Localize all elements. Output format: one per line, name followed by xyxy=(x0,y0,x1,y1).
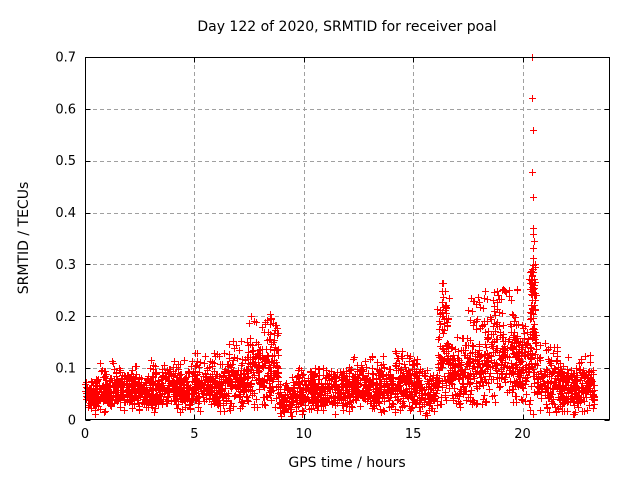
y-tick-label: 0.5 xyxy=(55,154,76,169)
x-tick-label: 5 xyxy=(190,427,198,442)
x-tick-label: 10 xyxy=(295,427,312,442)
y-axis-label: SRMTID / TECUs xyxy=(16,182,32,295)
axis-ticks xyxy=(85,57,610,421)
y-tick-label: 0 xyxy=(68,414,76,429)
x-tick-label: 20 xyxy=(514,427,531,442)
plot-border xyxy=(85,57,610,420)
y-tick-label: 0.1 xyxy=(55,362,76,377)
x-tick-label: 0 xyxy=(81,427,89,442)
y-tick-label: 0.6 xyxy=(55,102,76,117)
x-axis-label: GPS time / hours xyxy=(288,455,405,471)
y-tick-label: 0.3 xyxy=(55,258,76,273)
x-tick-label: 15 xyxy=(405,427,422,442)
data-layer xyxy=(82,54,598,420)
scatter-points xyxy=(82,54,598,420)
y-tick-label: 0.7 xyxy=(55,51,76,66)
tick-label-layer: 0 5 10 15 20 0 0.1 0.2 0.3 0.4 0.5 0.6 0.7 xyxy=(55,51,530,443)
axis-layer xyxy=(85,57,610,421)
chart-title: Day 122 of 2020, SRMTID for receiver poa… xyxy=(197,19,496,35)
y-tick-label: 0.2 xyxy=(55,310,76,325)
y-tick-label: 0.4 xyxy=(55,206,76,221)
